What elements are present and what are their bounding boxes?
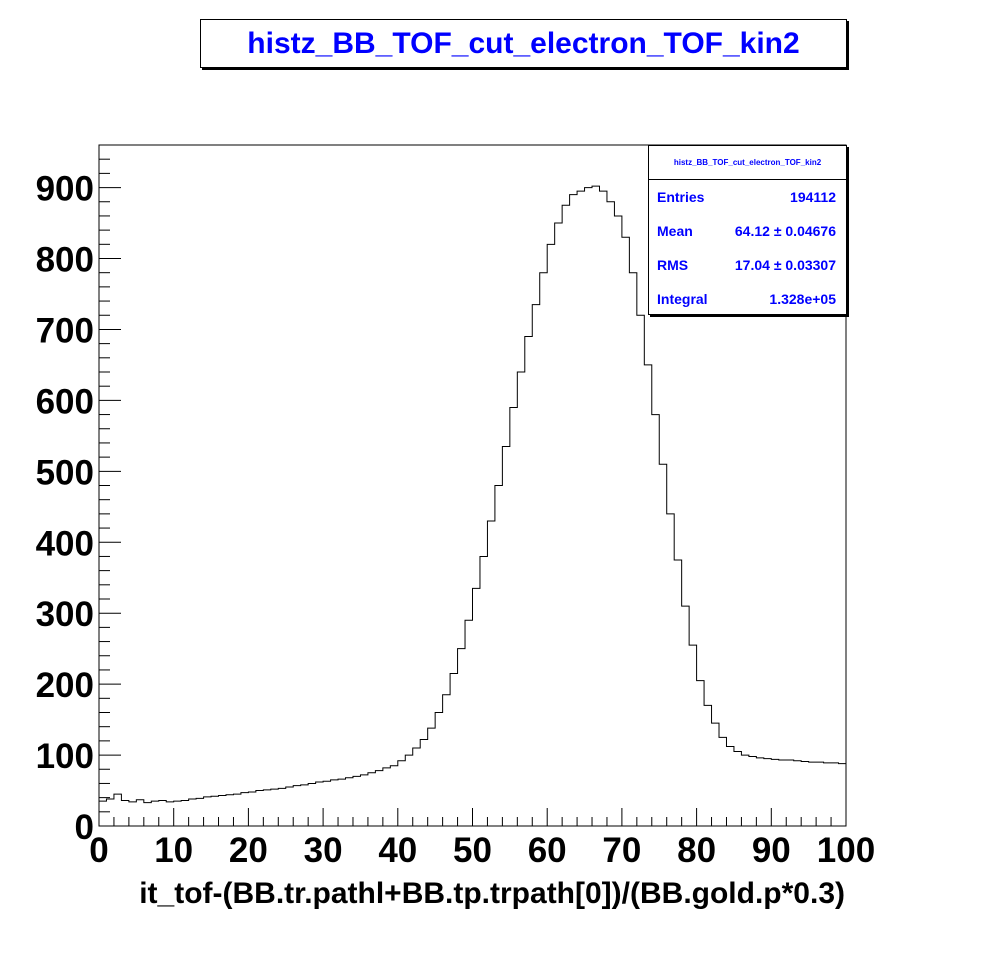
- x-tick-label: 20: [229, 831, 268, 870]
- y-tick-label: 500: [36, 453, 94, 492]
- y-tick-label: 100: [36, 737, 94, 776]
- y-tick-label: 400: [36, 524, 94, 563]
- x-tick-label: 0: [89, 831, 108, 870]
- y-tick-label: 700: [36, 311, 94, 350]
- y-tick-label: 300: [36, 595, 94, 634]
- stats-integral-label: Integral: [657, 291, 708, 307]
- y-axis-tick-labels: 0 100 200 300 400 500 600 700 800 900: [36, 170, 94, 847]
- stats-box-name: histz_BB_TOF_cut_electron_TOF_kin2: [649, 146, 846, 180]
- stats-mean-row: Mean 64.12 ± 0.04676: [649, 214, 846, 248]
- stats-entries-label: Entries: [657, 189, 705, 205]
- x-tick-label: 10: [154, 831, 193, 870]
- stats-entries-value: 194112: [790, 189, 836, 205]
- stats-integral-value: 1.328e+05: [769, 291, 836, 307]
- x-axis-title: it_tof-(BB.tr.pathl+BB.tp.trpath[0])/(BB…: [139, 877, 845, 910]
- stats-mean-value: 64.12 ± 0.04676: [734, 223, 836, 239]
- x-tick-label: 80: [677, 831, 716, 870]
- x-tick-label: 30: [304, 831, 343, 870]
- x-tick-label: 100: [817, 831, 875, 870]
- y-tick-label: 900: [36, 170, 94, 209]
- histogram-line: [99, 185, 846, 804]
- y-tick-label: 800: [36, 241, 94, 280]
- y-tick-label: 0: [75, 808, 94, 847]
- axis-ticks: [98, 144, 847, 827]
- stats-rms-value: 17.04 ± 0.03307: [734, 257, 836, 273]
- stats-rms-row: RMS 17.04 ± 0.03307: [649, 248, 846, 282]
- x-tick-label: 40: [378, 831, 417, 870]
- stats-entries-row: Entries 194112: [649, 180, 846, 214]
- x-tick-label: 90: [752, 831, 791, 870]
- stats-integral-row: Integral 1.328e+05: [649, 282, 846, 316]
- stats-mean-label: Mean: [657, 223, 693, 239]
- y-tick-label: 600: [36, 382, 94, 421]
- plot-title: histz_BB_TOF_cut_electron_TOF_kin2: [247, 26, 800, 60]
- title-box: histz_BB_TOF_cut_electron_TOF_kin2: [200, 19, 847, 68]
- x-axis-tick-labels: 0 10 20 30 40 50 60 70 80 90 100: [89, 831, 875, 870]
- stats-box: histz_BB_TOF_cut_electron_TOF_kin2 Entri…: [648, 145, 847, 315]
- stats-rms-label: RMS: [657, 257, 689, 273]
- x-tick-label: 70: [602, 831, 641, 870]
- x-tick-label: 60: [528, 831, 567, 870]
- x-tick-label: 50: [453, 831, 492, 870]
- y-tick-label: 200: [36, 666, 94, 705]
